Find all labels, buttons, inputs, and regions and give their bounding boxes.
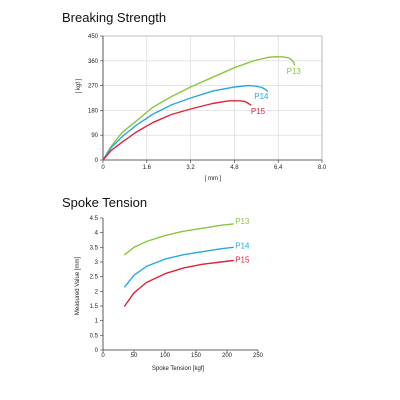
chart1-xtick-label-5: 8.0 bbox=[318, 165, 327, 171]
chart2-series-line-p15 bbox=[124, 259, 234, 307]
chart1-xtick-label-0: 0 bbox=[101, 165, 105, 171]
chart1-series-line-p14 bbox=[102, 84, 268, 161]
chart1-ytick-label-5: 450 bbox=[88, 34, 99, 40]
chart2-ytick-label-5: 2.5 bbox=[90, 275, 99, 281]
chart1-xlabel: [ mm ] bbox=[205, 176, 222, 182]
chart1-xtick-label-2: 3.2 bbox=[186, 165, 195, 171]
chart1-xtick-label-3: 4.8 bbox=[230, 165, 239, 171]
chart2-ytick-label-2: 1 bbox=[95, 319, 99, 325]
chart1-ytick-label-3: 270 bbox=[88, 84, 99, 90]
chart1-ylabel: [ kgf ] bbox=[76, 78, 82, 93]
chart2-ytick-label-8: 4 bbox=[95, 231, 99, 237]
chart2-ytick-label-1: 0.5 bbox=[90, 333, 99, 339]
chart1-series-label-p13: P13 bbox=[287, 67, 302, 76]
chart2-ylabel: Measured Value [mm] bbox=[75, 257, 81, 316]
chart2-series-line-p14 bbox=[124, 246, 234, 288]
chart2-ytick-label-6: 3 bbox=[95, 260, 99, 266]
chart1-ytick-label-2: 180 bbox=[88, 108, 99, 114]
chart1-series-line-p13 bbox=[102, 56, 296, 161]
chart1-series-label-p14: P14 bbox=[254, 92, 269, 101]
chart1-xtick-label-4: 6.4 bbox=[274, 165, 283, 171]
chart1-ytick-label-1: 90 bbox=[91, 133, 98, 139]
chart2-xtick-label-0: 0 bbox=[101, 353, 105, 359]
chart2-series-label-p13: P13 bbox=[235, 217, 250, 226]
chart1-ytick-label-0: 0 bbox=[95, 158, 99, 164]
chart2-xtick-label-1: 50 bbox=[131, 353, 138, 359]
chart2-ytick-label-9: 4.5 bbox=[90, 216, 99, 222]
chart2-ytick-label-3: 1.5 bbox=[90, 304, 99, 310]
chart1-ytick-label-4: 360 bbox=[88, 59, 99, 65]
chart2-series-label-p14: P14 bbox=[235, 241, 250, 250]
chart1-xtick-label-1: 1.6 bbox=[143, 165, 152, 171]
chart2-xlabel: Spoke Tension [kgf] bbox=[152, 366, 205, 372]
chart2-xtick-label-4: 200 bbox=[222, 353, 233, 359]
chart2-xtick-label-5: 250 bbox=[253, 353, 264, 359]
chart2-ytick-label-7: 3.5 bbox=[90, 245, 99, 251]
chart-title-spoke-tension: Spoke Tension bbox=[62, 195, 148, 210]
chart2-series-line-p13 bbox=[124, 223, 234, 256]
chart2-series-label-p15: P15 bbox=[235, 256, 250, 265]
chart2-ytick-label-0: 0 bbox=[95, 348, 99, 354]
chart2-xtick-label-2: 100 bbox=[160, 353, 171, 359]
chart2-ytick-label-4: 2 bbox=[95, 289, 99, 295]
chart1-series-line-p15 bbox=[102, 100, 252, 161]
chart-title-breaking-strength: Breaking Strength bbox=[62, 10, 167, 25]
chart2-xtick-label-3: 150 bbox=[191, 353, 202, 359]
chart1-series-label-p15: P15 bbox=[251, 107, 266, 116]
